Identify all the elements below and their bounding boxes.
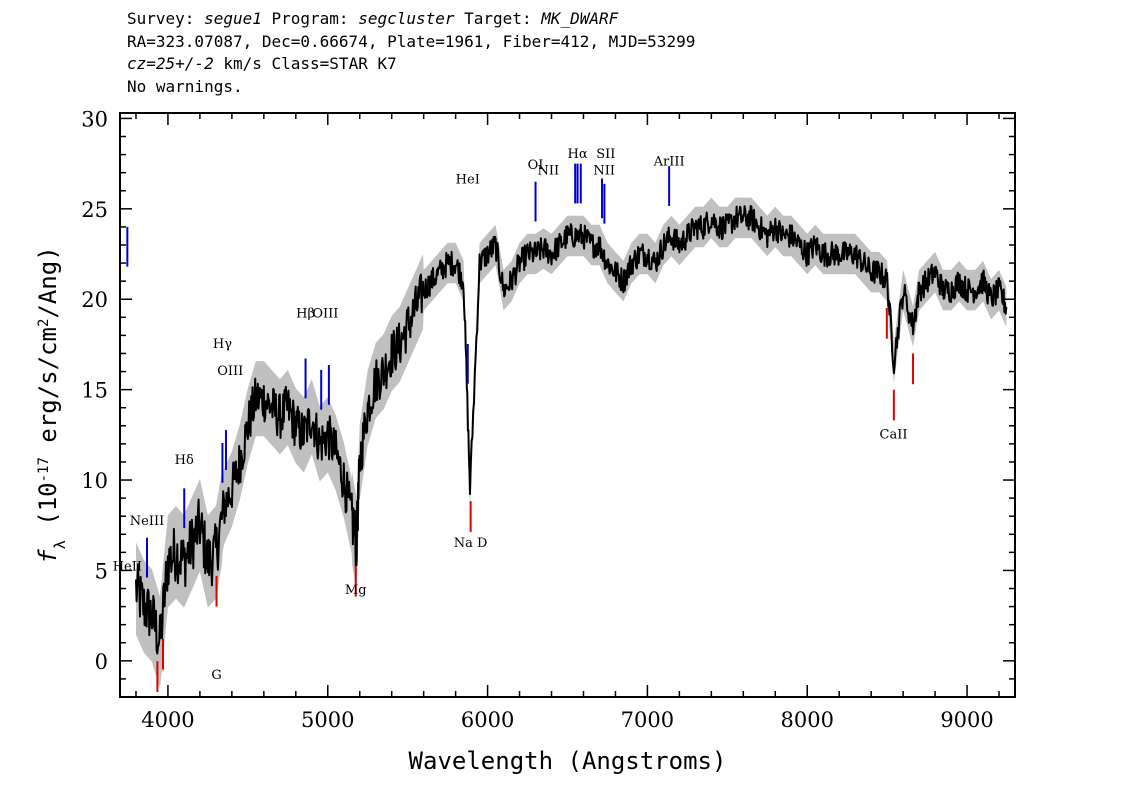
survey-value: segue1 bbox=[204, 9, 262, 28]
flux-series bbox=[135, 205, 1008, 655]
flux-error-band bbox=[136, 197, 1007, 689]
emission-line-label: Hδ bbox=[175, 453, 194, 468]
x-tick-label: 4000 bbox=[141, 708, 194, 732]
x-tick-label: 5000 bbox=[301, 708, 354, 732]
emission-line-label: Hγ bbox=[213, 337, 232, 352]
error-band-polygon bbox=[136, 197, 1007, 689]
header-line-2: RA=323.07087, Dec=0.66674, Plate=1961, F… bbox=[127, 31, 696, 51]
absorption-line-label: Na D bbox=[454, 536, 488, 551]
x-tick-label: 7000 bbox=[621, 708, 674, 732]
target-value: MK_DWARF bbox=[541, 9, 619, 28]
redshift-value: cz=25+/-2 bbox=[127, 54, 214, 73]
x-tick-label: 9000 bbox=[940, 708, 993, 732]
emission-line-label: Hα bbox=[568, 147, 588, 162]
emission-line-label: SII bbox=[596, 147, 615, 162]
y-tick-label: 20 bbox=[81, 288, 108, 312]
axis-tick-labels: 4000 5000 6000 7000 8000 9000 0 5 10 15 20 25 30 bbox=[81, 107, 994, 732]
plot-frame bbox=[119, 112, 1016, 698]
emission-line-label: NII bbox=[593, 163, 615, 178]
header-line-1: Survey: segue1 Program: segcluster Targe… bbox=[127, 9, 619, 28]
x-axis-title: Wavelength (Angstroms) bbox=[409, 747, 727, 775]
flux-line bbox=[135, 205, 1008, 655]
header-line-3: cz=25+/-2 km/s Class=STAR K7 bbox=[127, 54, 397, 73]
spectrum-header: Survey: segue1 Program: segcluster Targe… bbox=[127, 8, 695, 98]
emission-line-label: Hβ bbox=[296, 306, 315, 321]
header-line-4: No warnings. bbox=[127, 76, 243, 96]
y-tick-label: 15 bbox=[81, 379, 108, 403]
y-axis-title: fλ (10-17 erg/s/cm2/Ang) bbox=[34, 246, 69, 563]
emission-line-label: NeIII bbox=[130, 514, 164, 529]
y-tick-label: 10 bbox=[81, 469, 108, 493]
program-value: segcluster bbox=[358, 9, 455, 28]
absorption-line-label: Mg bbox=[345, 583, 367, 598]
emission-line-label: OIII bbox=[217, 364, 243, 379]
emission-line-label: HeI bbox=[456, 173, 480, 188]
y-tick-label: 5 bbox=[95, 559, 108, 583]
x-tick-label: 8000 bbox=[781, 708, 834, 732]
y-tick-label: 0 bbox=[95, 650, 108, 674]
emission-line-label: OIII bbox=[312, 306, 338, 321]
emission-line-label: OI bbox=[528, 158, 544, 173]
axis-ticks bbox=[120, 113, 1015, 697]
y-tick-label: 25 bbox=[81, 198, 108, 222]
y-tick-label: 30 bbox=[81, 107, 108, 131]
absorption-line-label: G bbox=[211, 668, 221, 683]
emission-line-label: ArIII bbox=[653, 154, 685, 169]
x-tick-label: 6000 bbox=[461, 708, 514, 732]
absorption-line-label: CaII bbox=[880, 427, 908, 442]
emission-line-label: HeII bbox=[113, 559, 142, 574]
emission-line-label: NII bbox=[537, 163, 559, 178]
